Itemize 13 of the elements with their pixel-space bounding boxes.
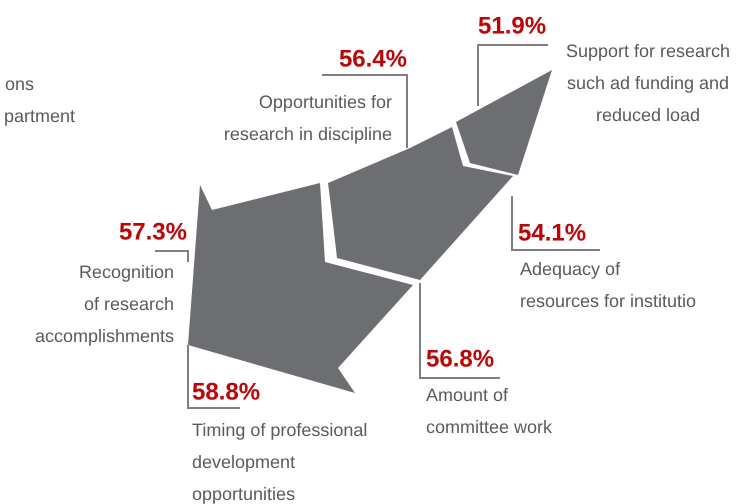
text: ons partment [4, 74, 75, 126]
category-label: Amount of committee work [426, 384, 554, 437]
data-label: 57.3% [118, 218, 187, 246]
category-label: Timing of professional development opportunities [192, 420, 368, 504]
data-label: 54.1% [518, 220, 586, 247]
category-label: Opportunities for research in discipline [224, 92, 392, 144]
data-label: 56.8% [426, 346, 494, 373]
category-label: Recognition of research accomplishments [34, 262, 174, 346]
data-label: 56.4% [338, 46, 407, 73]
category-label: Support for research such ad funding and reduced load [566, 40, 730, 125]
data-label: 58.8% [192, 378, 260, 406]
data-label: 51.9% [478, 12, 546, 40]
category-label: Adequacy of resources for institutio [520, 258, 696, 311]
